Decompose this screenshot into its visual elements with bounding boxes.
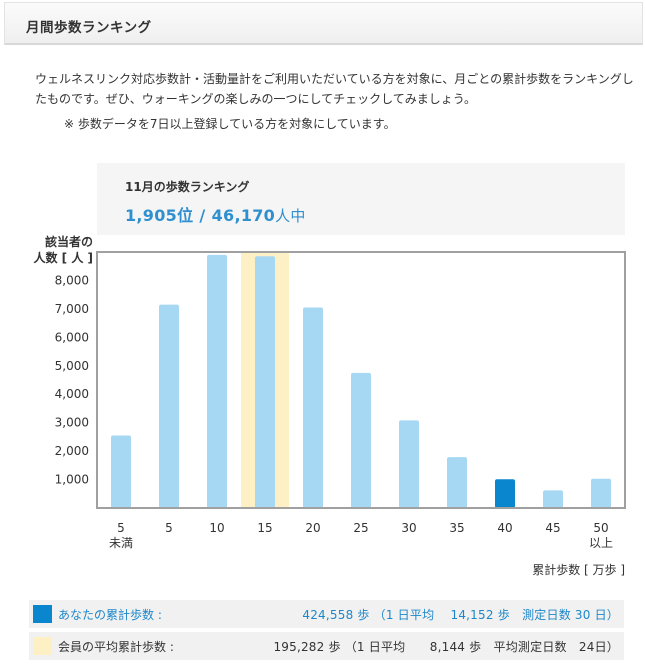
bar (159, 304, 179, 508)
y-axis-label-line: 人数 [ 人 ] (33, 250, 93, 265)
y-tick-label: 7,000 (55, 302, 89, 316)
x-tick-label: 45 (545, 521, 560, 535)
x-axis-label: 累計歩数 [ 万歩 ] (532, 562, 625, 577)
y-tick-label: 1,000 (55, 473, 89, 487)
x-tick-label: 15 (257, 521, 272, 535)
legend-value-user: 424,558 歩 （1 日平均 14,152 歩 測定日数 30 日） (302, 608, 619, 622)
y-axis-label-line: 該当者の (45, 234, 93, 249)
page-title: 月間歩数ランキング (26, 20, 152, 36)
x-tick-label: 以上 (589, 536, 613, 550)
bar (591, 478, 611, 508)
bar (111, 435, 131, 508)
bar (351, 372, 371, 508)
rank-separator: / (199, 206, 206, 225)
user-rank: 1,905位 (125, 206, 194, 225)
bar (255, 256, 275, 508)
legend-label-average: 会員の平均累計歩数 : (58, 640, 174, 654)
x-tick-label: 35 (449, 521, 464, 535)
section-header: 月間歩数ランキング (4, 2, 643, 45)
ranking-value: 1,905位 / 46,170人中 (125, 202, 306, 226)
legend-swatch-user (33, 605, 52, 623)
x-tick-label: 40 (497, 521, 512, 535)
y-tick-label: 8,000 (55, 273, 89, 287)
y-tick-label: 3,000 (55, 416, 89, 430)
x-tick-label: 未満 (109, 536, 133, 550)
ranking-label: 11月の歩数ランキング (125, 180, 250, 194)
x-tick-label: 5 (165, 521, 173, 535)
y-tick-label: 5,000 (55, 359, 89, 373)
legend-row-average: 会員の平均累計歩数 : 195,282 歩 （1 日平均 8,144 歩 平均測… (29, 632, 624, 660)
ranking-summary: 11月の歩数ランキング 1,905位 / 46,170人中 (97, 163, 625, 235)
bars-group (111, 254, 611, 508)
bar (207, 254, 227, 508)
y-ticks-group: 1,000 2,000 3,000 4,000 5,000 6,000 7,000 8,000 (55, 273, 89, 486)
y-tick-label: 2,000 (55, 444, 89, 458)
x-tick-label: 50 (593, 521, 608, 535)
bar (399, 420, 419, 508)
total-members: 46,170 (211, 206, 276, 225)
bar-user (495, 479, 515, 508)
bar (447, 457, 467, 508)
x-tick-label: 25 (353, 521, 368, 535)
x-tick-label: 30 (401, 521, 416, 535)
bar (543, 490, 563, 508)
x-tick-label: 20 (305, 521, 320, 535)
legend-value-average: 195,282 歩 （1 日平均 8,144 歩 平均測定日数 24日） (273, 640, 619, 654)
y-tick-label: 6,000 (55, 330, 89, 344)
legend-swatch-average (33, 637, 52, 655)
legend-label-user: あなたの累計歩数 : (58, 608, 162, 622)
y-tick-label: 4,000 (55, 387, 89, 401)
bar (303, 307, 323, 508)
total-members-unit: 人中 (275, 207, 306, 225)
x-tick-label: 10 (209, 521, 224, 535)
x-tick-label: 5 (117, 521, 125, 535)
chart-frame (96, 251, 626, 509)
description-text: ウェルネスリンク対応歩数計・活動量計をご利用いただいている方を対象に、月ごとの累… (35, 72, 634, 106)
note-text: ※ 歩数データを7日以上登録している方を対象にしています。 (64, 117, 396, 131)
legend-row-user: あなたの累計歩数 : 424,558 歩 （1 日平均 14,152 歩 測定日… (29, 600, 624, 628)
